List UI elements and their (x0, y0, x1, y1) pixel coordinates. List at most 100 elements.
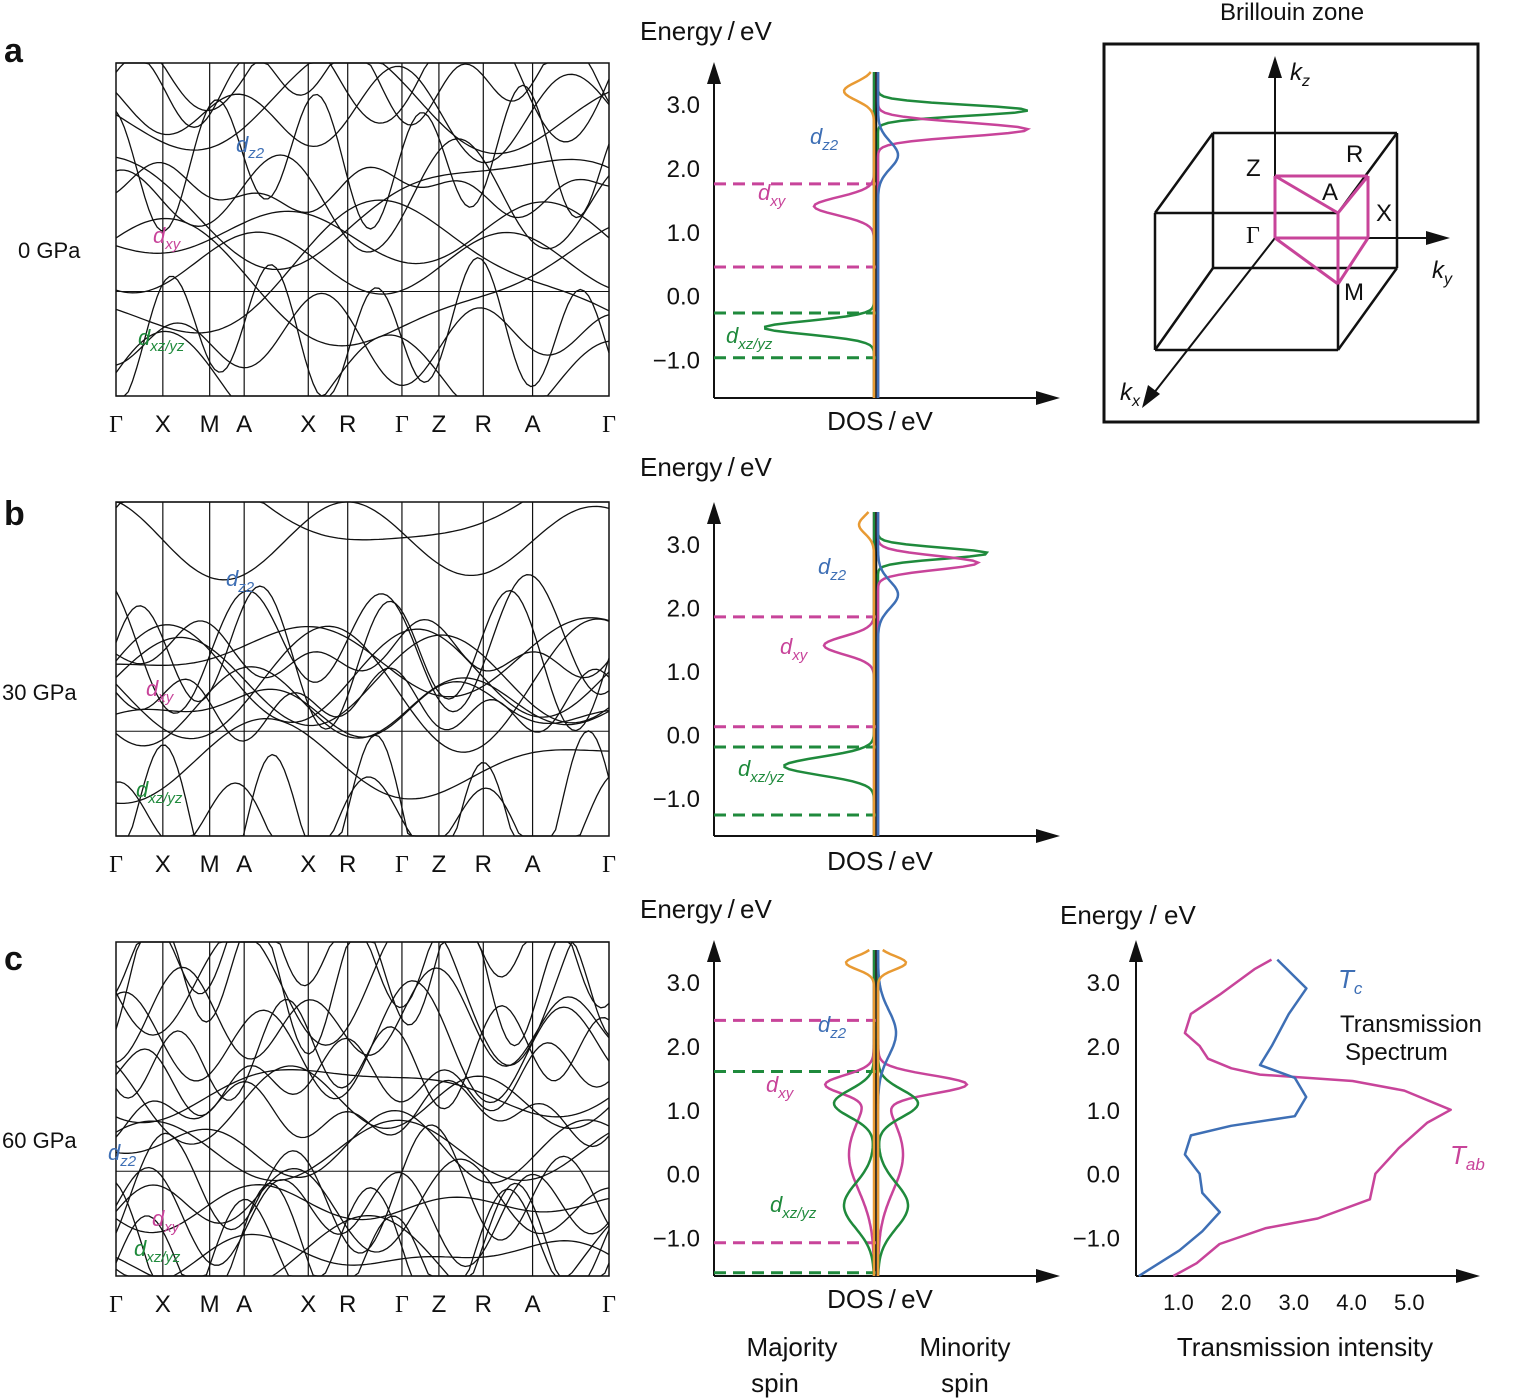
kpoint-label: A (525, 851, 541, 878)
kpoint-label: X (155, 851, 171, 878)
band-curve (115, 1158, 610, 1253)
trans-ytick-label: 2.0 (1087, 1034, 1120, 1061)
band-curve (115, 980, 610, 1104)
kpoint-label: Γ (602, 1292, 616, 1318)
band-curve (116, 617, 610, 698)
band-curve (115, 1233, 610, 1277)
band-curve (115, 1109, 610, 1184)
tc-label: Tc (1338, 964, 1363, 998)
panel-letter-a: a (4, 32, 24, 70)
kpoint-label: A (236, 1291, 252, 1318)
kx-axis (1149, 237, 1276, 399)
dos-xaxis-arrow (1036, 391, 1060, 405)
majority-spin-label: spin (751, 1368, 799, 1398)
band-curve (115, 1064, 610, 1145)
bz-point-label: A (1322, 179, 1338, 206)
dxy-label: dxy (152, 1206, 181, 1236)
kpoint-label: X (300, 851, 316, 878)
dxzyz-label: dxz/yz (136, 777, 183, 807)
band-curve (115, 574, 610, 714)
band-curve (115, 585, 610, 732)
bz-frame (1102, 42, 1480, 424)
dz2-label: dz2 (810, 124, 839, 154)
band-curve (115, 201, 610, 265)
trans-xtick-label: 5.0 (1394, 1290, 1425, 1315)
band-curve (115, 718, 610, 805)
kpoint-label: A (525, 1291, 541, 1318)
dxzyz-label: dxz/yz (738, 756, 785, 786)
dos-ylabel: Energy / eV (640, 894, 772, 924)
band-curve (115, 156, 610, 271)
bz-edge (1336, 267, 1399, 351)
trans-ytick-label: 0.0 (1087, 1162, 1120, 1189)
dos-curve-dz2 (876, 72, 900, 398)
dos-curve-dz2 (876, 512, 900, 836)
band-curve (115, 666, 610, 747)
dos-tick-label: −1.0 (653, 1226, 700, 1253)
band-curve (116, 256, 610, 397)
bz-point-label: Γ (1246, 223, 1260, 249)
bz-axis-label: ky (1432, 257, 1453, 288)
bz-point-label: M (1344, 279, 1364, 306)
dz2-label: dz2 (236, 132, 265, 162)
kpoint-label: Z (432, 851, 447, 878)
kx-arrow (1142, 385, 1160, 408)
kpoint-label: R (339, 411, 356, 438)
kpoint-label: Γ (395, 1292, 409, 1318)
band-curve (115, 624, 610, 723)
kpoint-label: A (236, 851, 252, 878)
band-curve (115, 1166, 610, 1268)
kpoint-label: X (300, 411, 316, 438)
kpoint-label: Γ (395, 852, 409, 878)
band-curve (115, 1069, 610, 1124)
band-panel-c (115, 941, 610, 1277)
transmission-chart: Tc Tab (1135, 950, 1485, 1278)
kpoint-label: Γ (602, 852, 616, 878)
trans-title: Spectrum (1345, 1039, 1448, 1066)
trans-xaxis-arrow (1456, 1269, 1480, 1283)
dxy-label: dxy (146, 676, 175, 706)
bz-title: Brillouin zone (1220, 0, 1364, 26)
dos-tick-label: 3.0 (667, 92, 700, 119)
dos-tick-label: 2.0 (667, 156, 700, 183)
kpoint-label: Z (432, 1291, 447, 1318)
band-curve (115, 1182, 610, 1277)
dos-xaxis-arrow (1036, 1269, 1060, 1283)
dos-yaxis-arrow (707, 62, 721, 84)
panel-letter-b: b (4, 495, 25, 533)
kpoint-label: Z (432, 411, 447, 438)
dos-tick-label: 0.0 (667, 722, 700, 749)
dos-tick-label: 2.0 (667, 1034, 700, 1061)
dos-ylabel: Energy / eV (640, 16, 772, 46)
majority-spin-label: Majority (746, 1332, 837, 1362)
dos-xlabel: DOS / eV (827, 846, 933, 876)
band-panel-b (115, 501, 610, 837)
dos-yaxis-arrow (707, 502, 721, 524)
pressure-label-b: 30 GPa (2, 680, 77, 705)
kpoint-label: M (200, 411, 220, 438)
bz-point-label: Z (1246, 155, 1261, 182)
trans-xtick-label: 4.0 (1336, 1290, 1367, 1315)
band-curve (115, 1079, 610, 1148)
dos-curve-orange (857, 511, 876, 836)
trans-xtick-label: 3.0 (1279, 1290, 1310, 1315)
dos-panel-b (713, 511, 1050, 837)
dos-tick-label: 3.0 (667, 970, 700, 997)
dos-tick-label: 0.0 (667, 1162, 700, 1189)
minority-spin-label: Minority (919, 1332, 1010, 1362)
dos-curve-dxy (876, 950, 969, 1276)
ky-arrow (1426, 231, 1450, 245)
bz-wedge (1336, 175, 1370, 214)
band-curve (115, 501, 609, 541)
dxy-label: dxy (780, 634, 809, 664)
band-curve (115, 231, 610, 295)
band-frame (115, 501, 610, 837)
dos-tick-label: 1.0 (667, 1098, 700, 1125)
dz2-label: dz2 (108, 1140, 137, 1170)
dos-curve-dxzyz (763, 72, 876, 398)
trans-xtick-label: 1.0 (1163, 1290, 1194, 1315)
trans-yaxis-arrow (1129, 940, 1143, 962)
band-curve (115, 1124, 610, 1254)
trans-series-Tab (1172, 958, 1452, 1278)
